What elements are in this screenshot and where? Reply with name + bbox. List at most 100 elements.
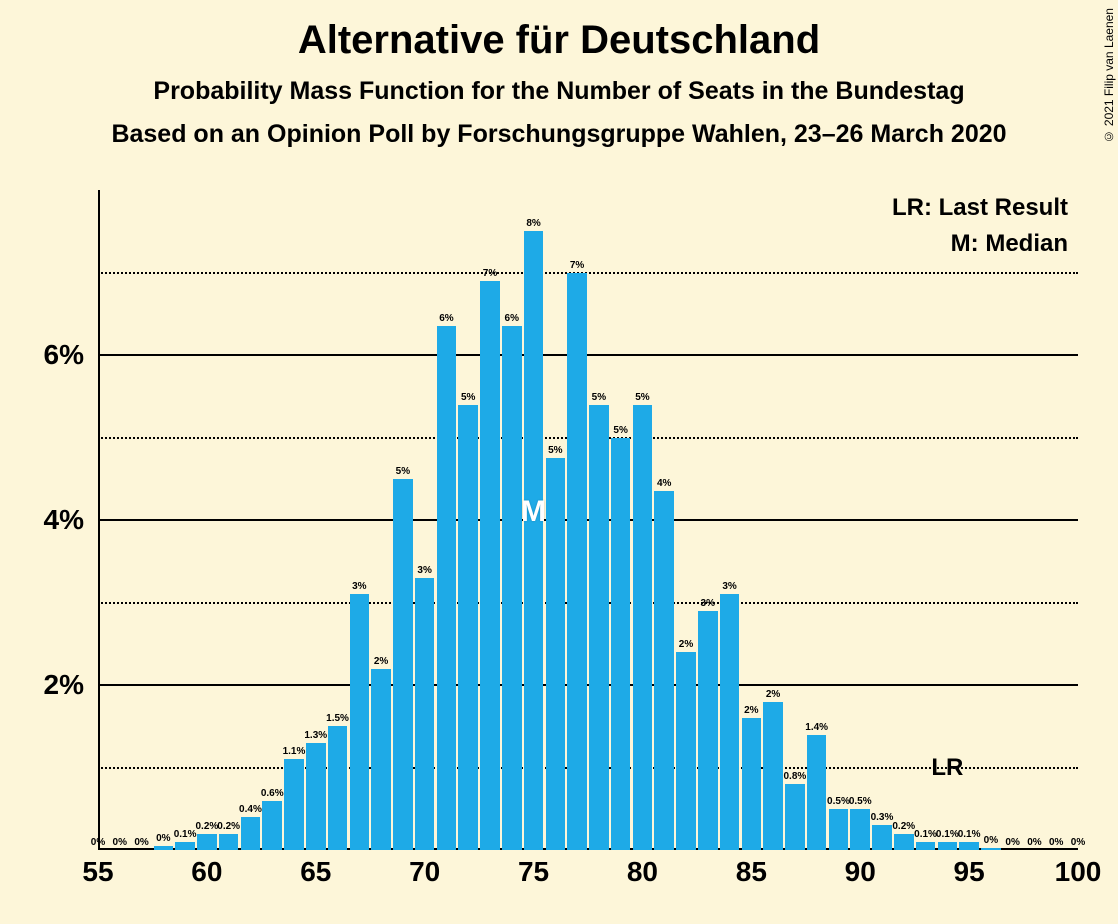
bar: 0.5% (829, 809, 849, 850)
bar-value-label: 0% (91, 837, 105, 848)
bar-value-label: 8% (526, 218, 540, 229)
bar-value-label: 2% (374, 656, 388, 667)
bar-value-label: 0% (1071, 837, 1085, 848)
bar-value-label: 0.2% (217, 821, 240, 832)
bar-value-label: 1.4% (805, 722, 828, 733)
bar-value-label: 0% (1049, 837, 1063, 848)
bar-value-label: 7% (570, 260, 584, 271)
bar-value-label: 0.1% (936, 829, 959, 840)
bar: 5% (611, 438, 631, 851)
bar-value-label: 1.5% (326, 713, 349, 724)
bar-value-label: 0% (156, 833, 170, 844)
bar: 2% (371, 669, 391, 851)
bar: 2% (742, 718, 762, 850)
bar: 0.1% (938, 842, 958, 850)
bar: 5% (589, 405, 609, 851)
y-tick-label: 2% (44, 669, 84, 701)
bar: 1.5% (328, 726, 348, 850)
bar-value-label: 6% (505, 313, 519, 324)
bar-value-label: 0.6% (261, 788, 284, 799)
bar: 0% (981, 848, 1001, 850)
bar-value-label: 2% (744, 705, 758, 716)
bar: 2% (763, 702, 783, 851)
bar-value-label: 3% (722, 581, 736, 592)
bar: 4% (654, 491, 674, 850)
median-marker: M (521, 495, 546, 529)
legend-lr: LR: Last Result (892, 194, 1068, 222)
bar: 5% (633, 405, 653, 851)
legend-m: M: Median (951, 230, 1068, 258)
bar: 0.1% (916, 842, 936, 850)
bar-value-label: 0% (113, 837, 127, 848)
bar: 0% (154, 846, 174, 850)
bar-value-label: 7% (483, 268, 497, 279)
bar-value-label: 0.2% (892, 821, 915, 832)
chart-subtitle-1: Probability Mass Function for the Number… (0, 77, 1118, 106)
bar-value-label: 0.1% (174, 829, 197, 840)
gridline-major (98, 684, 1078, 686)
bar-value-label: 0% (1005, 837, 1019, 848)
bar: 0.2% (219, 834, 239, 851)
bar-value-label: 0.3% (871, 812, 894, 823)
bar: 5% (546, 458, 566, 850)
bar: 3% (415, 578, 435, 850)
last-result-marker: LR (931, 754, 963, 782)
bar-value-label: 0% (1027, 837, 1041, 848)
plot-area: LR: Last Result M: Median 2%4%6%55606570… (98, 190, 1078, 850)
bar-value-label: 4% (657, 478, 671, 489)
bar-value-label: 0.8% (783, 771, 806, 782)
x-tick-label: 85 (736, 856, 767, 888)
bar-value-label: 5% (396, 466, 410, 477)
bar: 5% (458, 405, 478, 851)
bar-value-label: 5% (592, 392, 606, 403)
bar-value-label: 1.1% (283, 746, 306, 757)
bar-value-label: 0.4% (239, 804, 262, 815)
bar-value-label: 3% (417, 565, 431, 576)
bar-value-label: 0.2% (195, 821, 218, 832)
bar: 0.6% (262, 801, 282, 851)
bar: 8% (524, 231, 544, 850)
bar-value-label: 2% (766, 689, 780, 700)
bar: 6% (437, 326, 457, 850)
bar: 0.5% (850, 809, 870, 850)
bar-value-label: 0.1% (914, 829, 937, 840)
x-tick-label: 60 (191, 856, 222, 888)
gridline-major (98, 519, 1078, 521)
bar: 1.4% (807, 735, 827, 851)
bar-value-label: 2% (679, 639, 693, 650)
bar: 0.1% (959, 842, 979, 850)
x-tick-label: 80 (627, 856, 658, 888)
gridline-minor (98, 437, 1078, 439)
bar-value-label: 0.1% (958, 829, 981, 840)
bar: 3% (698, 611, 718, 850)
gridline-major (98, 354, 1078, 356)
y-tick-label: 4% (44, 504, 84, 536)
bar-value-label: 0.5% (849, 796, 872, 807)
bar: 6% (502, 326, 522, 850)
gridline-minor (98, 602, 1078, 604)
x-tick-label: 65 (300, 856, 331, 888)
bar: 0.3% (872, 825, 892, 850)
bar-value-label: 0% (984, 835, 998, 846)
bar: 5% (393, 479, 413, 850)
bar: 3% (720, 594, 740, 850)
bar-value-label: 5% (635, 392, 649, 403)
bar-value-label: 5% (613, 425, 627, 436)
bar-value-label: 5% (461, 392, 475, 403)
bar: 1.1% (284, 759, 304, 850)
x-tick-label: 100 (1055, 856, 1102, 888)
chart-subtitle-2: Based on an Opinion Poll by Forschungsgr… (0, 120, 1118, 149)
bar: 2% (676, 652, 696, 850)
bar: 1.3% (306, 743, 326, 850)
x-tick-label: 90 (845, 856, 876, 888)
bar-value-label: 0.5% (827, 796, 850, 807)
bar: 7% (567, 273, 587, 851)
bar-value-label: 3% (701, 598, 715, 609)
bar-value-label: 6% (439, 313, 453, 324)
x-tick-label: 95 (954, 856, 985, 888)
chart-canvas: © 2021 Filip van Laenen Alternative für … (0, 0, 1118, 924)
bar-value-label: 3% (352, 581, 366, 592)
x-tick-label: 70 (409, 856, 440, 888)
bar: 3% (350, 594, 370, 850)
bar-value-label: 0% (134, 837, 148, 848)
